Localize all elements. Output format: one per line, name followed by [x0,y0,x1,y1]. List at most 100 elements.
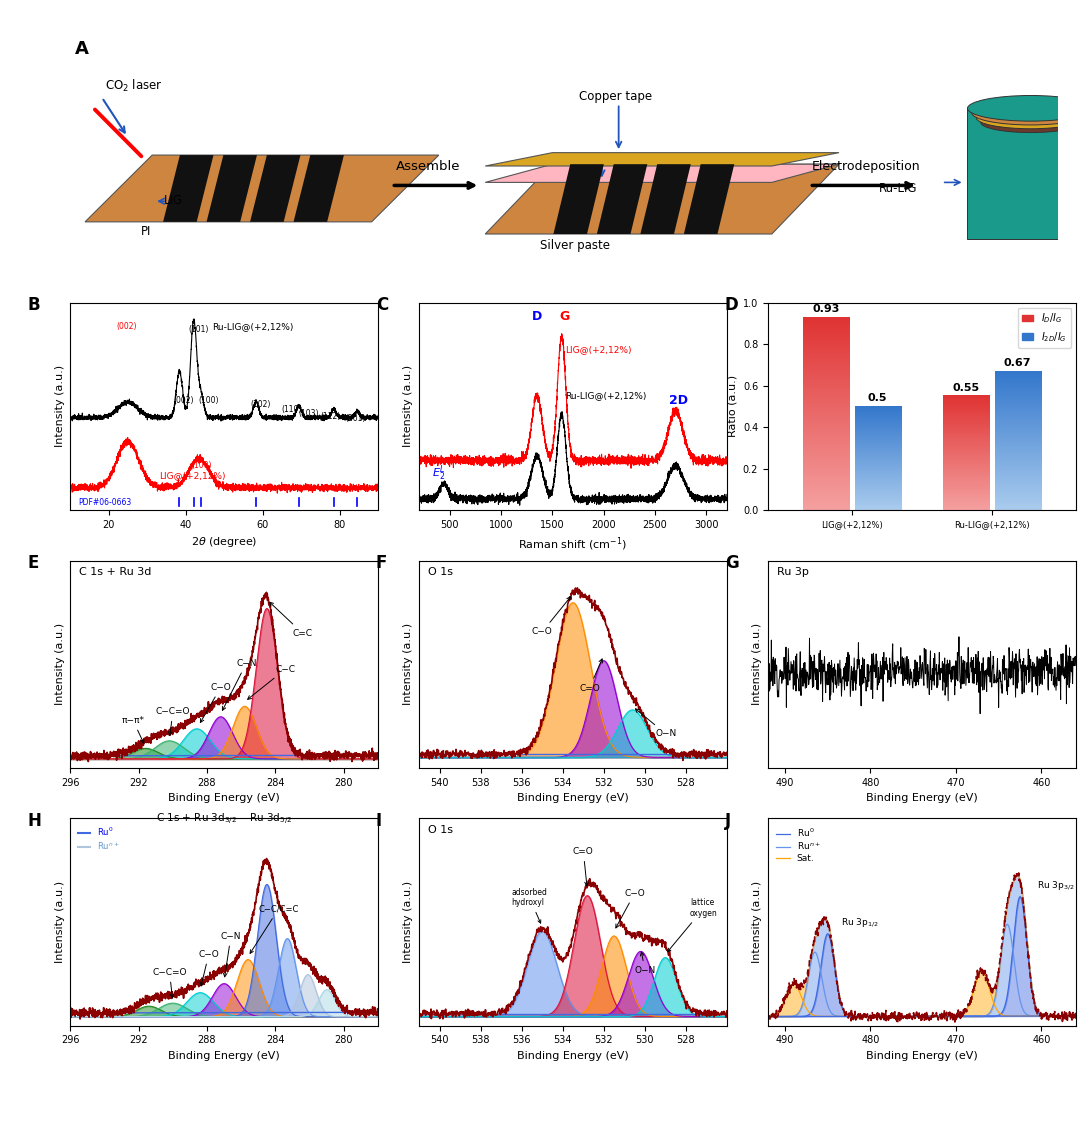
Text: 0.93: 0.93 [812,304,839,314]
Ru$^{n+}$ [1008,951,1021,964]
X-axis label: Binding Energy (eV): Binding Energy (eV) [168,794,280,803]
Text: G: G [559,311,570,323]
Text: C−O: C−O [199,949,219,985]
Text: D: D [725,296,739,315]
Sat. [820,1010,833,1023]
X-axis label: Raman shift (cm$^{-1}$): Raman shift (cm$^{-1}$) [518,536,627,553]
Text: C−N: C−N [222,659,257,711]
Y-axis label: Intensity (a.u.): Intensity (a.u.) [753,881,762,963]
X-axis label: Binding Energy (eV): Binding Energy (eV) [517,1051,629,1060]
Text: H: H [27,812,41,831]
Text: Electrodeposition: Electrodeposition [811,160,920,174]
Ru$^0$ [1014,890,1027,904]
Polygon shape [485,152,839,166]
Polygon shape [294,155,343,222]
Text: PDF#06-0663: PDF#06-0663 [78,498,131,507]
Sat. [975,964,988,978]
Ru$^0$ [1069,1009,1080,1022]
Ru$^0$ [793,1010,806,1023]
Text: (002): (002) [173,396,193,405]
Text: G: G [725,554,739,573]
Text: C 1s + Ru 3d$_{3/2}$    Ru 3d$_{5/2}$: C 1s + Ru 3d$_{3/2}$ Ru 3d$_{5/2}$ [156,812,293,827]
Text: (102): (102) [251,400,271,409]
Text: E: E [27,554,39,573]
Ru$^0$ [761,1010,774,1023]
Polygon shape [485,164,839,234]
Text: C−C/C=C: C−C/C=C [251,905,299,953]
Ellipse shape [968,95,1080,121]
Text: (100): (100) [191,461,212,470]
Text: C−C=O: C−C=O [152,967,187,998]
Polygon shape [640,164,691,234]
Y-axis label: Intensity (a.u.): Intensity (a.u.) [404,623,414,705]
Ru$^0$ [1007,935,1020,948]
Text: Silver paste: Silver paste [540,239,609,251]
Y-axis label: Intensity (a.u.): Intensity (a.u.) [55,881,65,963]
Text: $E_2^L$: $E_2^L$ [432,463,446,483]
Text: Copper tape: Copper tape [579,91,652,103]
Text: C−C=O: C−C=O [156,706,190,735]
Sat. [793,985,806,999]
Text: B: B [27,296,40,315]
Text: I: I [376,812,382,831]
Ru$^0$ [886,1010,899,1023]
Legend: $I_D/I_G$, $I_{2D}/I_G$: $I_D/I_G$, $I_{2D}/I_G$ [1017,307,1070,348]
Line: Ru$^{n+}$: Ru$^{n+}$ [768,925,1076,1017]
Sat. [761,1010,774,1023]
Y-axis label: Intensity (a.u.): Intensity (a.u.) [55,365,65,447]
Text: Kapton tape: Kapton tape [625,155,698,167]
Ellipse shape [972,101,1080,124]
Sat. [887,1010,900,1023]
Ru$^{n+}$ [1069,1009,1080,1022]
Text: Ru-LIG@(+2,12%): Ru-LIG@(+2,12%) [213,322,294,331]
Text: J: J [725,812,731,831]
Ru$^{n+}$ [1002,918,1015,932]
X-axis label: Binding Energy (eV): Binding Energy (eV) [866,794,977,803]
Ru$^0$ [973,1009,986,1022]
Text: 0.5: 0.5 [868,393,888,404]
Text: Ru 3p$_{1/2}$: Ru 3p$_{1/2}$ [840,916,878,929]
Bar [976,118,1080,235]
Polygon shape [206,155,257,222]
Text: π−π*: π−π* [121,716,145,743]
Ru$^{n+}$ [897,1010,910,1023]
Text: C: C [376,296,388,315]
Text: C−O: C−O [616,889,645,928]
Ru$^{n+}$ [761,1010,774,1023]
Ru$^{n+}$ [886,1010,899,1023]
Text: CO$_2$ laser: CO$_2$ laser [105,77,162,93]
Text: (103): (103) [298,409,319,418]
Sat. [1069,1009,1080,1022]
Text: PI: PI [141,225,151,239]
Polygon shape [485,164,839,183]
Text: 2D: 2D [670,395,688,408]
Text: Ru-LIG: Ru-LIG [878,182,917,195]
Polygon shape [684,164,734,234]
Text: Assemble: Assemble [396,160,461,174]
Text: O−N: O−N [635,708,676,739]
Y-axis label: Intensity (a.u.): Intensity (a.u.) [404,881,414,963]
Text: O−N: O−N [634,952,656,975]
Text: adsorbed
hydroxyl: adsorbed hydroxyl [511,888,548,923]
Bar [968,109,1080,239]
Y-axis label: Intensity (a.u.): Intensity (a.u.) [753,623,762,705]
Text: (112): (112) [321,411,340,420]
Ellipse shape [981,112,1080,132]
Text: (101): (101) [189,325,210,334]
Y-axis label: Intensity (a.u.): Intensity (a.u.) [55,623,65,705]
Y-axis label: Intensity (a.u.): Intensity (a.u.) [404,365,414,447]
X-axis label: 2$\theta$ (degree): 2$\theta$ (degree) [191,536,257,549]
Text: C−O: C−O [201,683,231,722]
Text: LIG: LIG [164,194,184,206]
Sat. [897,1010,910,1023]
Text: lattice
oxygen: lattice oxygen [667,898,717,952]
Line: Sat.: Sat. [768,971,1076,1017]
Polygon shape [553,164,604,234]
Polygon shape [251,155,300,222]
Text: (100): (100) [198,396,218,405]
Text: C−C: C−C [247,665,296,700]
Polygon shape [163,155,214,222]
Sat. [1002,1009,1015,1022]
Text: (002): (002) [117,322,137,331]
Ru$^{n+}$ [973,1009,986,1022]
